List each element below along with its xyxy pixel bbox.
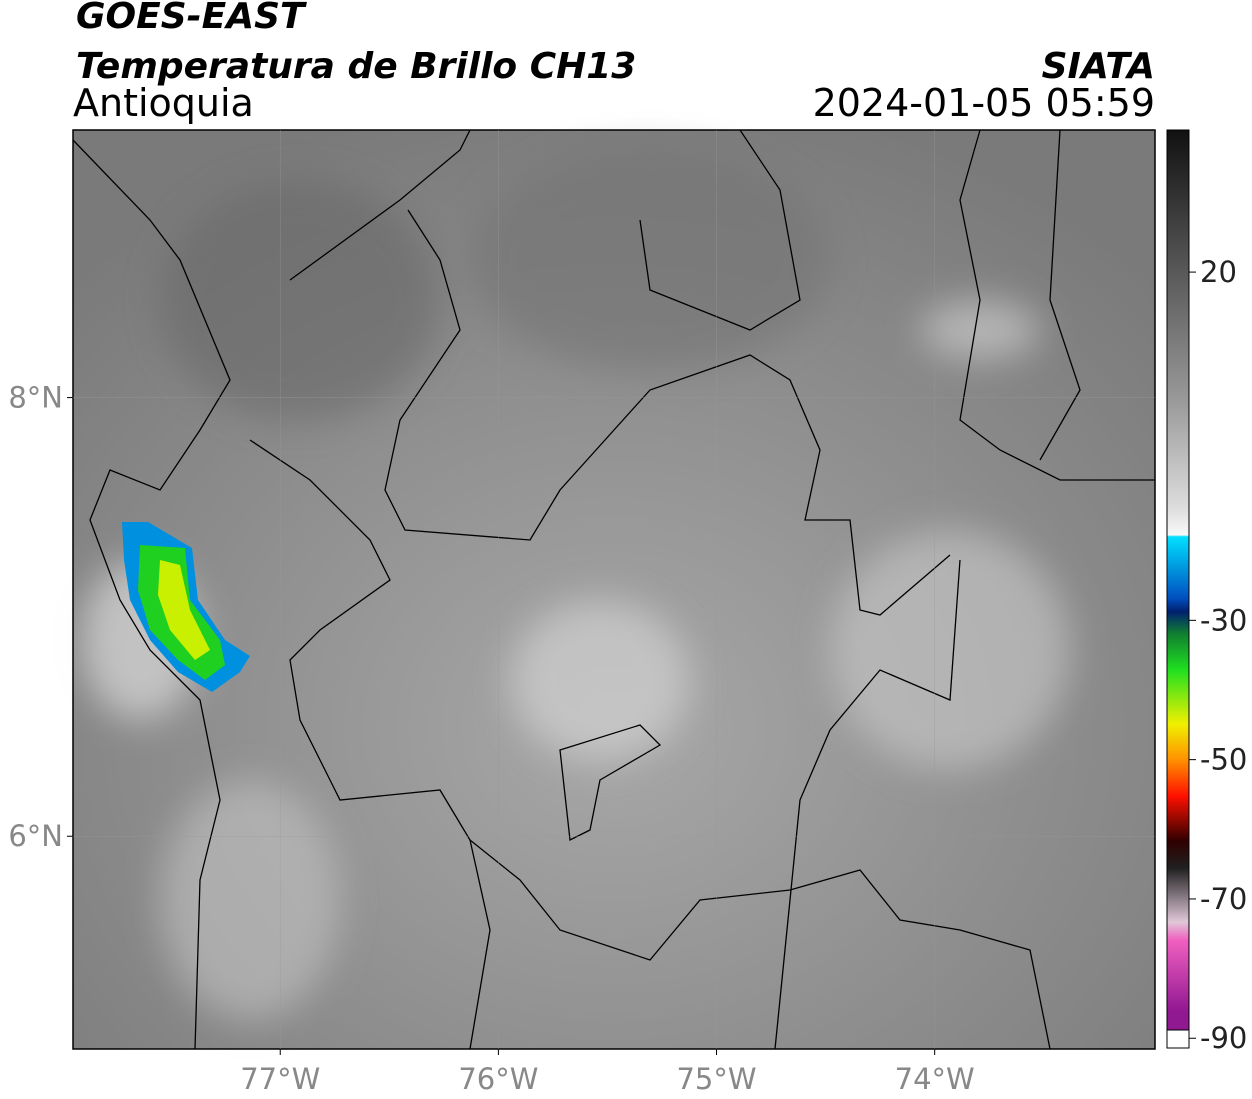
datetime: 2024-01-05 05:59 xyxy=(813,81,1155,125)
colorbar xyxy=(1167,130,1189,1030)
product: Temperatura de Brillo CH13 xyxy=(76,46,636,87)
x-tick-label: 75°W xyxy=(676,1062,756,1096)
source: SIATA xyxy=(1042,46,1155,87)
x-tick-label: 77°W xyxy=(240,1062,320,1096)
colorbar-tick-label: -90 xyxy=(1200,1021,1247,1055)
colorbar-tick-label: -70 xyxy=(1200,882,1247,916)
x-tick-label: 76°W xyxy=(458,1062,538,1096)
y-tick-label: 6°N xyxy=(8,819,63,853)
colorbar-tick-label: 20 xyxy=(1200,255,1237,289)
map-frame xyxy=(72,129,1156,1050)
region: Antioquia xyxy=(73,81,254,125)
y-tick-label: 8°N xyxy=(8,381,63,415)
satellite: GOES-EAST xyxy=(76,0,307,37)
colorbar-tick-label: -50 xyxy=(1200,743,1247,777)
colorbar-tick-label: -30 xyxy=(1200,603,1247,637)
x-tick-label: 74°W xyxy=(895,1062,975,1096)
colorbar-frame xyxy=(1166,129,1190,1049)
map-image xyxy=(72,129,1155,1050)
colorbar-extension xyxy=(1166,1029,1190,1049)
